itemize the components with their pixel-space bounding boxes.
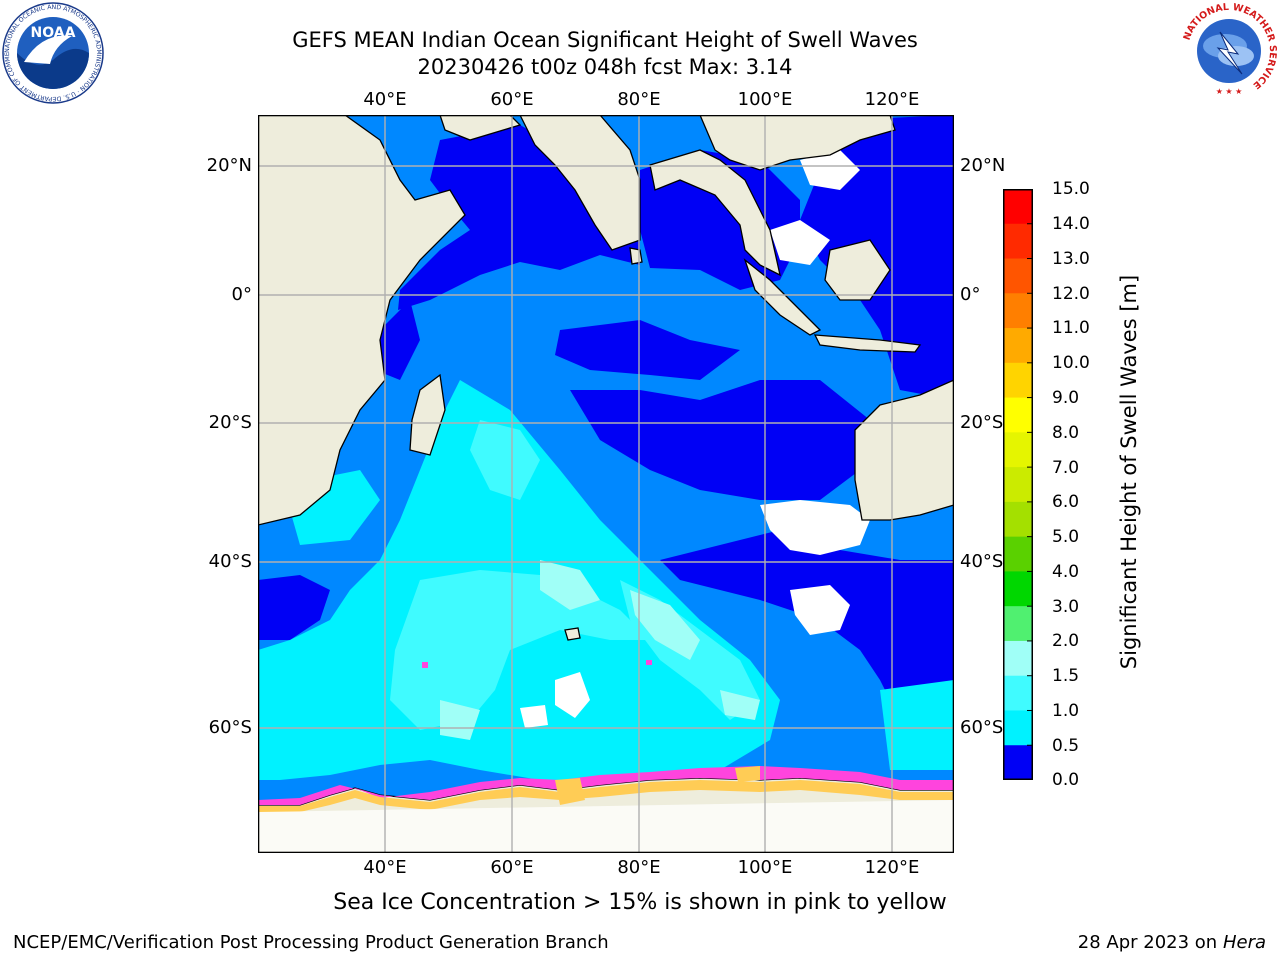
run-date-text: 28 Apr 2023 on: [1077, 932, 1218, 953]
no-data-patches: [520, 150, 870, 728]
colorbar-tick-label: 12.0: [1052, 284, 1090, 304]
noaa-text: NOAA: [31, 25, 76, 41]
colorbar-tick-label: 15.0: [1052, 179, 1090, 199]
peak-swell-regions: [440, 560, 760, 740]
bottom-lon-label: 40°E: [363, 857, 407, 878]
left-lat-label: 20°N: [206, 155, 252, 176]
colorbar-tick-label: 13.0: [1052, 249, 1090, 269]
bottom-lon-label: 60°E: [490, 857, 534, 878]
right-lat-label: 40°S: [960, 551, 1004, 572]
sri-lanka-landmass: [629, 247, 643, 265]
colorbar-tick-label: 11.0: [1052, 318, 1090, 338]
left-lat-label: 60°S: [208, 717, 252, 738]
graticule: [258, 115, 954, 853]
southeast-asia-landmass: [649, 149, 781, 277]
colorbar-swatch: [1003, 397, 1033, 433]
map-frame: [258, 115, 954, 853]
colorbar: [1003, 189, 1033, 780]
machine-name: Hera: [1222, 932, 1266, 953]
bottom-lon-label: 120°E: [864, 857, 920, 878]
right-lat-label: 20°S: [960, 412, 1004, 433]
top-lon-label: 40°E: [363, 89, 407, 110]
right-lat-label: 60°S: [960, 717, 1004, 738]
noaa-logo: NATIONAL OCEANIC AND ATMOSPHERIC ADMINIS…: [2, 2, 104, 104]
java-landmass: [813, 334, 922, 353]
colorbar-swatch: [1003, 362, 1033, 399]
left-lat-label: 40°S: [208, 551, 252, 572]
top-lon-label: 120°E: [864, 89, 920, 110]
top-lon-label: 60°E: [490, 89, 534, 110]
bottom-lon-label: 80°E: [617, 857, 661, 878]
colorbar-swatch: [1003, 745, 1033, 780]
sea-ice-band: [258, 660, 954, 853]
colorbar-tick-label: 0.0: [1052, 770, 1080, 790]
colorbar-title: Significant Height of Swell Waves [m]: [1117, 274, 1141, 670]
bottom-lon-label: 100°E: [737, 857, 793, 878]
colorbar-swatch: [1003, 536, 1033, 573]
colorbar-tick-label: 5.0: [1052, 527, 1080, 547]
india-landmass: [519, 115, 641, 251]
colorbar-tick-label: 9.0: [1052, 388, 1080, 408]
right-lat-label: 20°N: [960, 155, 1006, 176]
colorbar-tick-label: 14.0: [1052, 214, 1090, 234]
colorbar-tick-label: 2.0: [1052, 631, 1080, 651]
colorbar-swatch: [1003, 467, 1033, 503]
colorbar-swatch: [1003, 571, 1033, 607]
swell-height-map: [258, 115, 954, 853]
colorbar-swatch: [1003, 258, 1033, 294]
map-subtitle: 20230426 t00z 048h fcst Max: 3.14: [417, 55, 793, 79]
left-lat-label: 20°S: [208, 412, 252, 433]
colorbar-swatch: [1003, 189, 1033, 225]
colorbar-swatch: [1003, 432, 1033, 468]
colorbar-swatch: [1003, 328, 1033, 364]
colorbar-swatch: [1003, 223, 1033, 260]
colorbar-swatch: [1003, 675, 1033, 712]
colorbar-swatch: [1003, 710, 1033, 746]
credit-text: NCEP/EMC/Verification Post Processing Pr…: [13, 932, 609, 953]
arabia-landmass: [439, 115, 522, 141]
colorbar-tick-label: 1.5: [1052, 666, 1080, 686]
colorbar-tick-label: 7.0: [1052, 458, 1080, 478]
nws-logo: NATIONAL WEATHER SERVICE ★ ★ ★: [1181, 2, 1278, 99]
kerguelen-landmass: [564, 627, 581, 641]
colorbar-swatch: [1003, 640, 1033, 677]
madagascar-landmass: [409, 373, 446, 456]
svg-text:★ ★ ★: ★ ★ ★: [1216, 87, 1243, 96]
colorbar-swatch: [1003, 501, 1033, 538]
colorbar-tick-label: 1.0: [1052, 701, 1080, 721]
right-lat-label: 0°: [960, 284, 981, 305]
sea-ice-note: Sea Ice Concentration > 15% is shown in …: [333, 890, 947, 915]
colorbar-tick-label: 10.0: [1052, 353, 1090, 373]
sumatra-landmass: [743, 258, 822, 336]
top-lon-label: 80°E: [617, 89, 661, 110]
run-date: 28 Apr 2023 on Hera: [1078, 932, 1266, 953]
australia-landmass: [854, 379, 954, 521]
left-lat-label: 0°: [231, 284, 252, 305]
colorbar-tick-label: 6.0: [1052, 492, 1080, 512]
colorbar-tick-label: 8.0: [1052, 423, 1080, 443]
map-title: GEFS MEAN Indian Ocean Significant Heigh…: [292, 28, 918, 52]
colorbar-tick-label: 0.5: [1052, 736, 1080, 756]
colorbar-swatch: [1003, 606, 1033, 642]
colorbar-frame: [1003, 189, 1033, 780]
colorbar-swatch: [1003, 293, 1033, 329]
colorbar-tick-label: 4.0: [1052, 562, 1080, 582]
colorbar-tick-label: 3.0: [1052, 597, 1080, 617]
borneo-landmass: [824, 239, 891, 301]
top-lon-label: 100°E: [737, 89, 793, 110]
